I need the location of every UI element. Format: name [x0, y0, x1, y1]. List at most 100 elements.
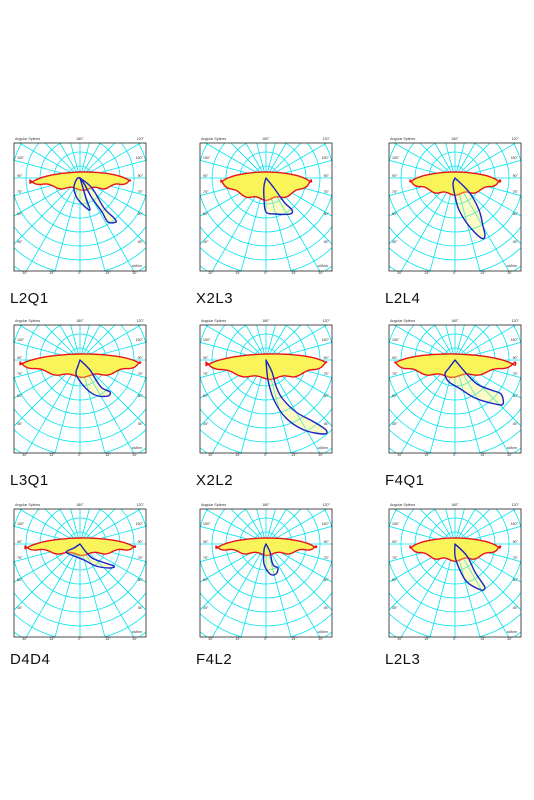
grid-radial	[265, 325, 328, 361]
angle-label: 45°	[17, 240, 23, 244]
angle-label: 60°	[203, 578, 209, 582]
grid-radial	[54, 359, 81, 453]
grid-radial	[265, 177, 332, 245]
angle-label: 0°	[453, 453, 457, 457]
angle-label: 15°	[291, 453, 297, 457]
grid-radial	[44, 509, 81, 545]
grid-radial	[265, 159, 332, 179]
angle-label: 15°	[424, 453, 430, 457]
unit-label: cd/klm	[507, 264, 517, 268]
grid-radial	[25, 543, 81, 637]
polar-grid	[200, 143, 332, 271]
grid-radial	[200, 177, 267, 217]
angle-label: 90°	[324, 174, 330, 178]
grid-radial	[265, 359, 292, 453]
grid-radial	[59, 325, 81, 361]
grid-radial	[200, 177, 267, 245]
angle-label: 45°	[513, 422, 519, 426]
plot-caption: L2L3	[385, 651, 421, 668]
diagram-frame	[388, 142, 522, 272]
angle-label: 15°	[480, 453, 486, 457]
grid-radial	[265, 177, 321, 271]
grid-radial	[454, 341, 521, 361]
polar-plot-l2l3: Angular Splines 180° 120° 150° 90° 75° 60° 45° 1…	[385, 501, 525, 641]
grid-radial	[445, 509, 456, 545]
grid-radial	[79, 525, 146, 545]
angle-label: 60°	[203, 394, 209, 398]
angle-label: 15°	[235, 271, 241, 275]
grid-radial	[389, 543, 456, 563]
header-label: Angular Splines	[15, 503, 40, 507]
angle-label: 150°	[322, 338, 330, 342]
angle-label: 150°	[203, 156, 211, 160]
angle-label: 45°	[138, 422, 144, 426]
grid-radial	[454, 143, 476, 179]
diagram-frame	[199, 142, 333, 272]
grid-radial	[79, 341, 146, 361]
grid-radial	[389, 359, 456, 427]
intensity-curve-c90	[265, 359, 328, 435]
grid-radial	[79, 177, 146, 197]
unit-label: cd/klm	[132, 446, 142, 450]
grid-radial	[256, 325, 267, 361]
grid-radial	[429, 359, 456, 453]
diagram-frame	[13, 324, 147, 454]
intensity-curve-c90	[452, 177, 486, 240]
polar-grid	[389, 325, 521, 453]
grid-radial	[14, 359, 81, 399]
angle-label: 30°	[22, 271, 28, 275]
angle-label: 75°	[324, 372, 330, 376]
grid-radial	[200, 359, 267, 399]
angle-label: 75°	[513, 556, 519, 560]
angle-label: 60°	[17, 578, 23, 582]
grid-radial	[245, 509, 267, 545]
grid-radial	[79, 509, 116, 545]
grid-radial	[265, 509, 328, 545]
grid-radial	[454, 325, 465, 361]
grid-radial	[79, 509, 101, 545]
angle-label: 45°	[513, 240, 519, 244]
angle-label: 75°	[138, 372, 144, 376]
header-label: Angular Splines	[390, 137, 415, 141]
grid-radial	[44, 143, 81, 179]
header-angle-label: 120°	[323, 503, 331, 507]
angle-label: 30°	[397, 453, 403, 457]
angle-label: 90°	[203, 356, 209, 360]
diagram-frame	[13, 508, 147, 638]
grid-radial	[14, 177, 81, 217]
intensity-curve-c0	[24, 537, 137, 557]
grid-radial	[79, 325, 116, 361]
grid-radial	[200, 159, 267, 179]
grid-radial	[18, 325, 81, 361]
grid-radial	[454, 509, 491, 545]
grid-radial	[265, 359, 321, 453]
grid-radial	[54, 177, 81, 271]
angle-label: 75°	[203, 372, 209, 376]
polar-diagram-svg: Angular Splines 180° 120° 150° 90° 75° 60° 45° 1…	[13, 319, 147, 457]
angle-label: 15°	[480, 271, 486, 275]
angle-label: 15°	[291, 271, 297, 275]
header-angle-label: 120°	[137, 319, 145, 323]
plot-caption: F4Q1	[385, 472, 425, 489]
grid-radial	[200, 543, 267, 583]
grid-radial	[200, 359, 267, 427]
header-angle-label: 120°	[512, 503, 520, 507]
grid-radial	[79, 325, 142, 361]
grid-radial	[265, 543, 321, 637]
grid-radial	[200, 543, 267, 563]
angle-label: 15°	[424, 637, 430, 641]
angle-label: 150°	[511, 156, 519, 160]
angle-label: 75°	[513, 190, 519, 194]
angle-label: 90°	[324, 356, 330, 360]
intensity-curve-c90	[75, 359, 112, 398]
angle-label: 15°	[235, 453, 241, 457]
grid-radial	[389, 177, 456, 217]
intensity-curve-c90	[444, 359, 505, 406]
grid-radial	[54, 543, 81, 637]
angle-label: 90°	[513, 356, 519, 360]
grid-radial	[454, 177, 521, 197]
polar-plot-l2l4: Angular Splines 180° 120° 150° 90° 75° 60° 45° 1…	[385, 135, 525, 275]
grid-radial	[454, 509, 476, 545]
grid-radial	[245, 143, 267, 179]
grid-radial	[79, 143, 116, 179]
